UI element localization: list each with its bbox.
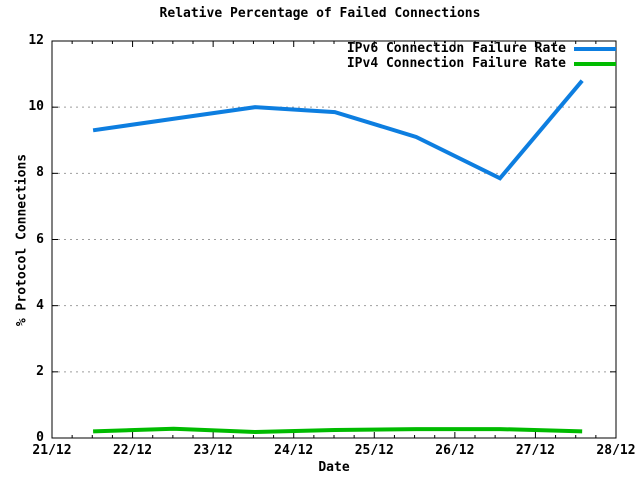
x-tick-label: 28/12 bbox=[596, 443, 636, 458]
x-tick-label: 22/12 bbox=[112, 443, 153, 458]
y-tick-label: 0 bbox=[36, 430, 44, 445]
legend-line-sample bbox=[574, 61, 616, 66]
legend-line-sample bbox=[574, 46, 616, 51]
y-tick-label: 8 bbox=[36, 165, 44, 181]
plot-border bbox=[51, 40, 617, 439]
legend: IPv6 Connection Failure Rate IPv4 Connect… bbox=[347, 41, 616, 71]
legend-label: IPv6 Connection Failure Rate bbox=[346, 41, 566, 56]
legend-row-ipv6: IPv6 Connection Failure Rate bbox=[347, 41, 616, 56]
y-tick-label: 12 bbox=[28, 33, 44, 48]
x-axis-label: Date bbox=[318, 460, 350, 475]
y-tick-label: 2 bbox=[36, 363, 44, 379]
x-tick-label: 25/12 bbox=[354, 443, 394, 458]
x-tick-label: 24/12 bbox=[274, 443, 314, 458]
y-tick-label: 10 bbox=[28, 99, 44, 115]
legend-row-ipv4: IPv4 Connection Failure Rate bbox=[347, 56, 616, 71]
series-line-ipv6 bbox=[92, 79, 584, 181]
legend-label: IPv4 Connection Failure Rate bbox=[346, 56, 566, 71]
x-tick-label: 23/12 bbox=[193, 443, 233, 458]
y-tick-label: 6 bbox=[36, 231, 44, 247]
x-tick-label: 26/12 bbox=[435, 443, 475, 458]
x-tick-label: 21/12 bbox=[32, 443, 72, 458]
series-line-ipv4 bbox=[93, 426, 583, 435]
y-tick-label: 4 bbox=[36, 297, 44, 313]
x-tick-label: 27/12 bbox=[515, 443, 555, 458]
chart-title: Relative Percentage of Failed Connection… bbox=[159, 6, 481, 21]
